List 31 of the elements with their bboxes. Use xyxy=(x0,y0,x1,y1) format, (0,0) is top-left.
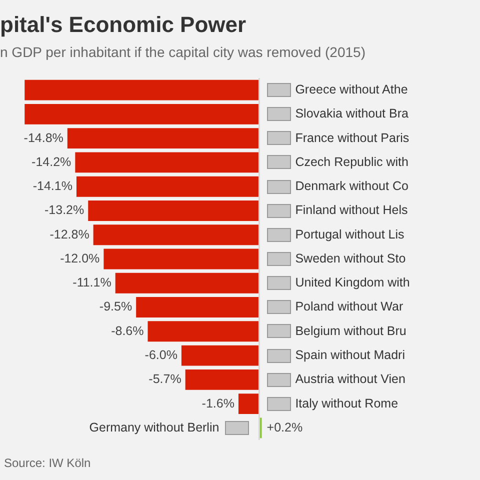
data-label: -14.2% xyxy=(32,154,72,169)
y-tick-label: Greece without Athe xyxy=(295,82,408,97)
data-label: -12.8% xyxy=(50,227,90,242)
y-tick-label: Portugal without Lis xyxy=(295,227,404,242)
y-tick-label: Poland without War xyxy=(295,300,404,314)
data-label: -5.7% xyxy=(148,372,182,386)
data-label: +0.2% xyxy=(266,420,303,434)
y-tick-label: Sweden without Sto xyxy=(295,251,406,266)
data-label: -6.0% xyxy=(144,348,178,362)
y-tick-label: France without Paris xyxy=(295,130,410,145)
data-label: -1.6% xyxy=(202,396,234,410)
data-label: -11.1% xyxy=(72,276,112,290)
data-label: -9.5% xyxy=(99,300,132,314)
y-tick-label: Italy without Rome xyxy=(295,396,398,410)
data-label: -13.2% xyxy=(44,203,84,218)
data-label: -14.1% xyxy=(32,179,72,194)
y-tick-label: Slovakia without Bra xyxy=(295,106,408,121)
chart-subtitle: n GDP per inhabitant if the capital city was removed (2015) xyxy=(0,44,366,60)
source-note: Source: IW Köln xyxy=(4,456,91,470)
chart-title: pital's Economic Power xyxy=(0,12,246,38)
y-tick-label: Denmark without Co xyxy=(295,179,408,194)
y-tick-label: Finland without Hels xyxy=(295,203,408,218)
y-tick-label: Austria without Vien xyxy=(295,372,406,386)
y-tick-label: Spain without Madri xyxy=(295,348,405,362)
y-tick-label: Czech Republic with xyxy=(295,154,408,169)
data-label: -12.0% xyxy=(60,251,100,266)
data-label: -14.8% xyxy=(24,130,64,145)
y-tick-label: United Kingdom with xyxy=(295,276,410,290)
y-tick-label: Germany without Berlin xyxy=(89,420,220,434)
y-tick-label: Belgium without Bru xyxy=(295,324,406,338)
data-label: -8.6% xyxy=(111,324,144,338)
